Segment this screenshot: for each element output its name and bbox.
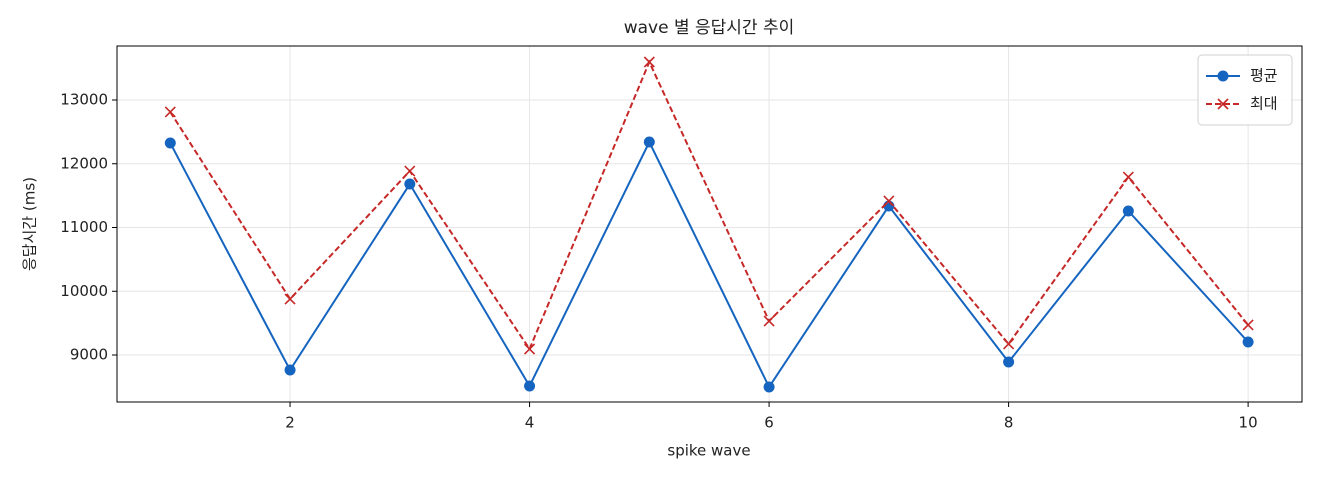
marker [284, 293, 296, 305]
marker [1122, 205, 1134, 217]
chart-title: wave 별 응답시간 추이 [624, 18, 795, 38]
marker [643, 56, 655, 68]
x-tick-label: 8 [1004, 414, 1014, 432]
marker [763, 315, 775, 327]
marker [523, 343, 536, 355]
marker [164, 106, 176, 118]
plot-frame [116, 45, 1303, 403]
y-tick-label: 11000 [60, 218, 108, 236]
y-tick-label: 12000 [60, 154, 108, 172]
series-line [169, 139, 1249, 390]
y-tick-label: 9000 [70, 346, 108, 364]
marker [404, 165, 416, 177]
marker [763, 381, 775, 393]
legend-label: 최대 [1250, 95, 1278, 113]
legend-label: 평균 [1250, 67, 1278, 85]
x-tick-label: 2 [285, 414, 295, 432]
marker [164, 137, 176, 149]
marker [1122, 171, 1134, 183]
marker [1003, 338, 1015, 350]
legend-marker [1217, 98, 1229, 110]
marker [404, 178, 416, 190]
marker [1242, 336, 1254, 348]
x-tick-label: 10 [1239, 414, 1258, 432]
series-line [169, 59, 1249, 352]
marker [1003, 356, 1015, 368]
y-tick-label: 10000 [60, 282, 108, 300]
y-tick-label: 13000 [60, 90, 108, 108]
marker [284, 364, 296, 376]
marker [883, 195, 895, 207]
y-axis-label: 응답시간 (ms) [21, 177, 39, 271]
marker [524, 380, 536, 392]
x-tick-label: 4 [525, 414, 535, 432]
legend-box [1197, 54, 1293, 126]
x-axis-label: spike wave [667, 442, 750, 460]
legend-marker [1217, 70, 1229, 82]
x-tick-label: 6 [764, 414, 774, 432]
marker [1242, 319, 1254, 331]
marker [643, 136, 655, 148]
